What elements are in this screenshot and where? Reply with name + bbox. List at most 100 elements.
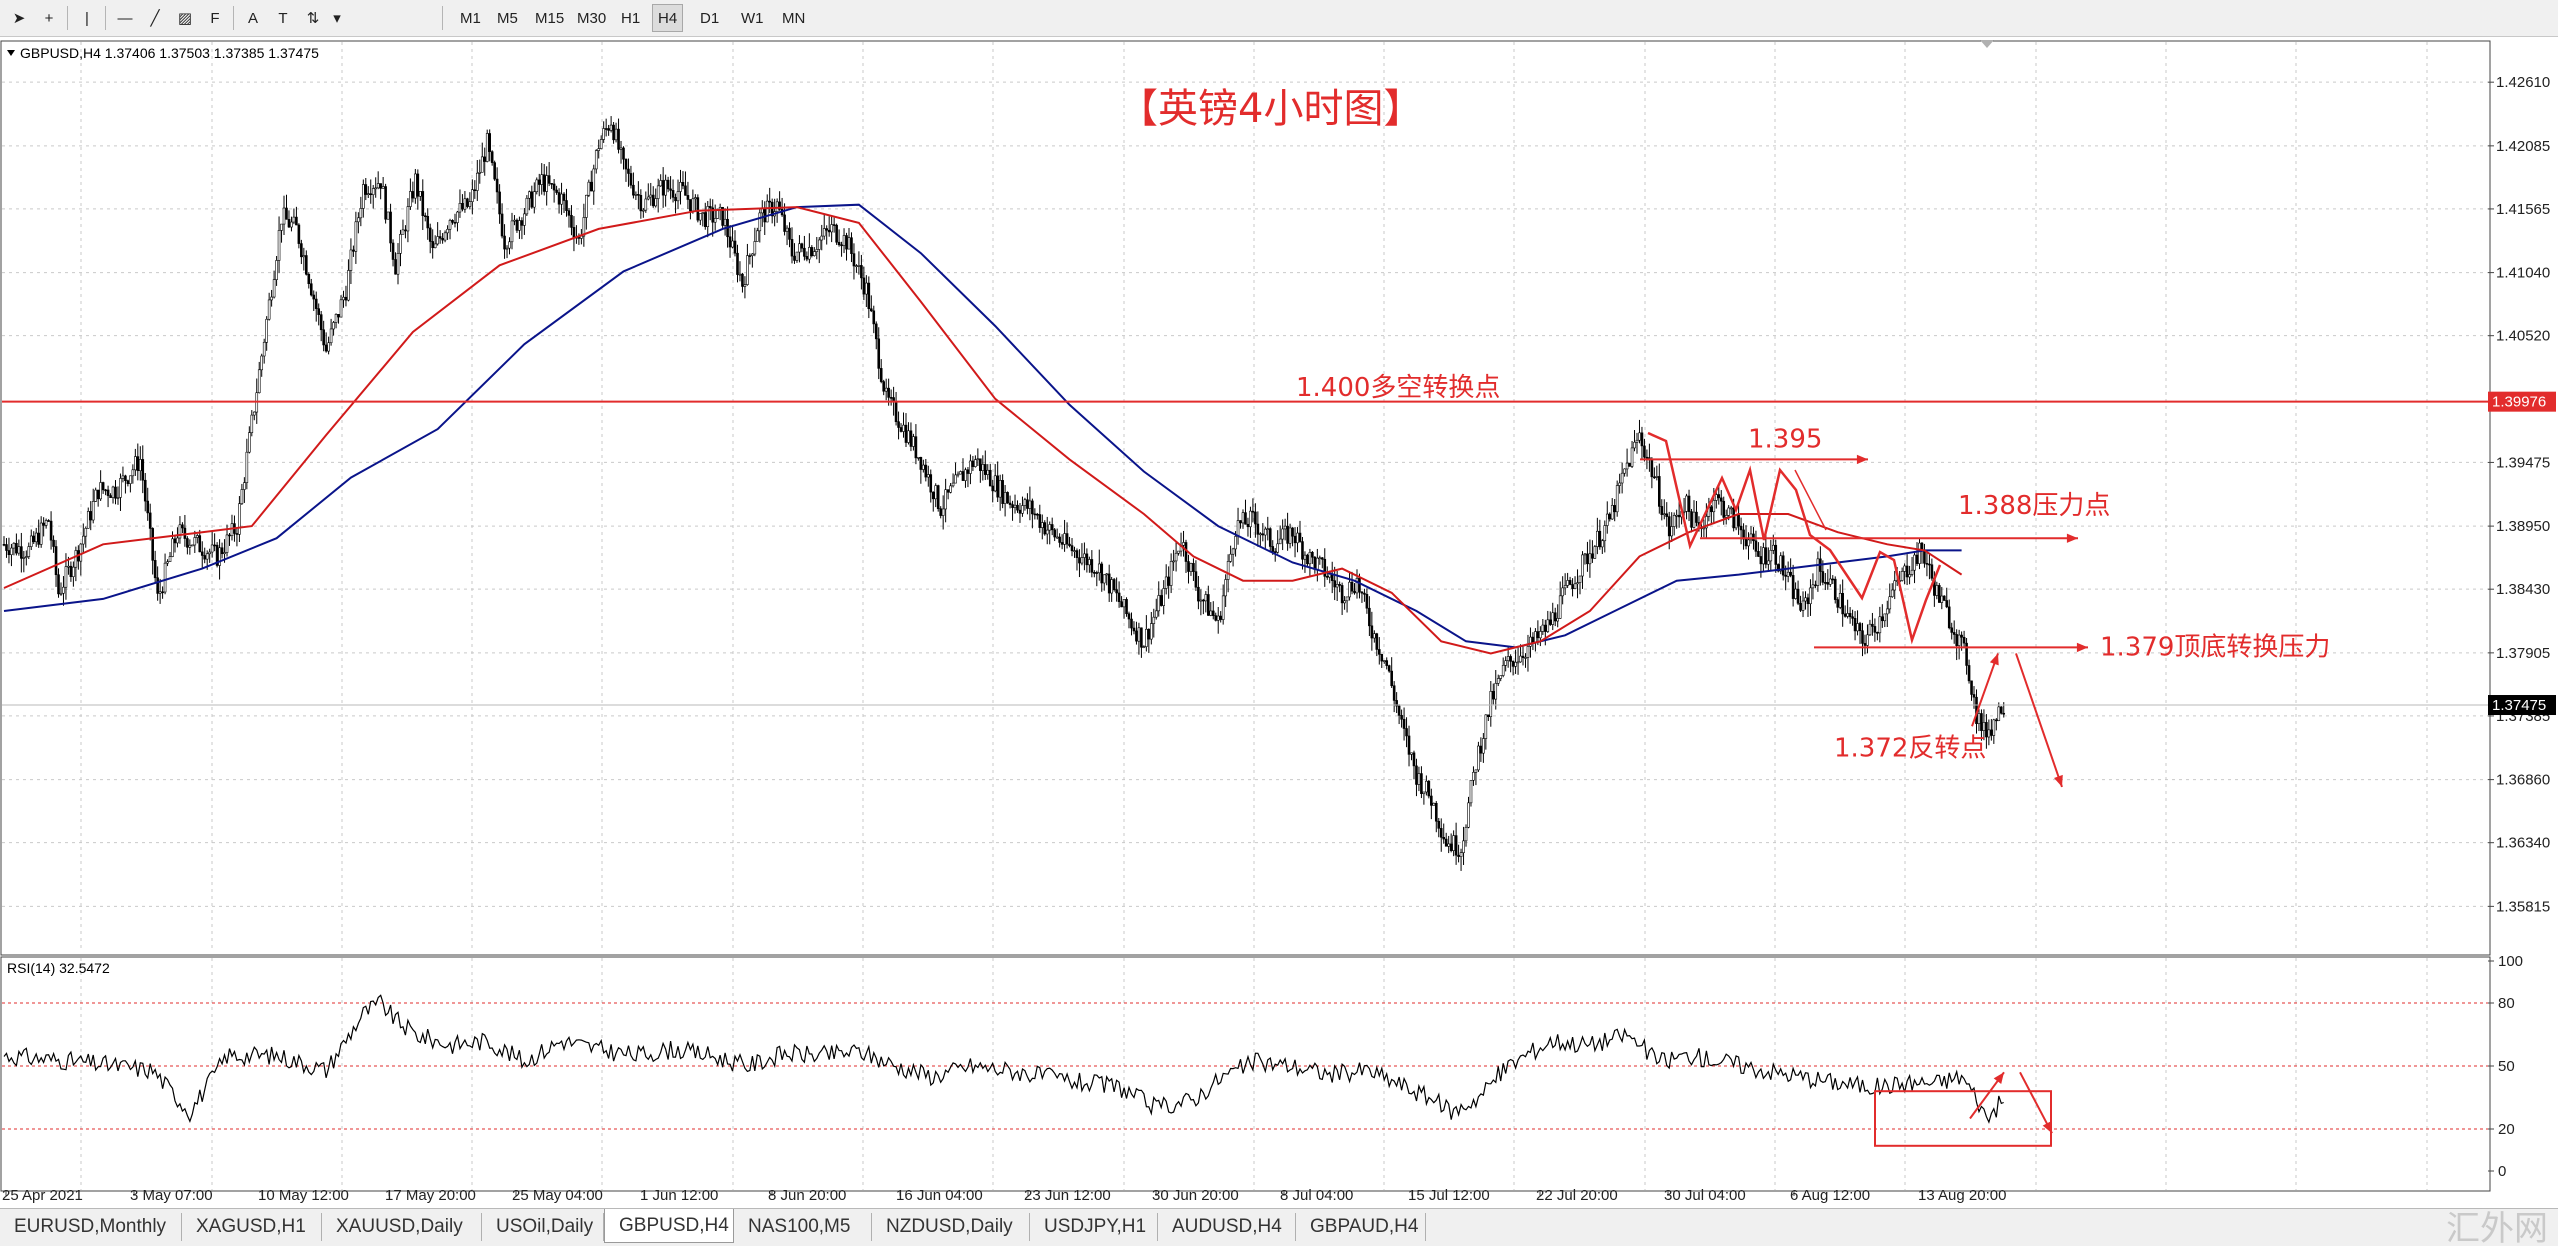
candle-body [1821, 571, 1825, 583]
candle-body [1207, 594, 1210, 616]
timeframe-d1-button[interactable]: D1 [700, 9, 720, 27]
candle-body [1717, 494, 1721, 499]
candle-body [1145, 628, 1148, 648]
candle-body [1482, 738, 1485, 754]
candle-body [1140, 627, 1143, 648]
tab-xagusd-h1[interactable]: XAGUSD,H1 [182, 1213, 322, 1241]
text-icon[interactable]: A [247, 9, 258, 27]
candle-body [1583, 553, 1587, 556]
tab-usoil-daily[interactable]: USOil,Daily [482, 1213, 604, 1241]
tab-nas100-m5[interactable]: NAS100,M5 [734, 1213, 872, 1241]
candle-body [1338, 584, 1341, 586]
candle-body [1350, 581, 1354, 592]
chart-header-title: GBPUSD,H4 1.37406 1.37503 1.37385 1.3747… [20, 45, 319, 61]
arrows-icon[interactable]: ⇅ [306, 10, 320, 27]
candle-body [857, 265, 861, 267]
candle-body [1112, 579, 1116, 591]
fibonacci-icon[interactable]: F [210, 9, 220, 27]
candle-body [1759, 556, 1763, 565]
timeframe-m15-button[interactable]: M15 [535, 9, 565, 27]
candle-body [1957, 634, 1961, 646]
candle-body [22, 557, 26, 559]
candle-body [1804, 597, 1807, 602]
tab-usdjpy-h1[interactable]: USDJPY,H1 [1030, 1213, 1158, 1241]
candle-body [966, 469, 970, 474]
tab-xauusd-daily[interactable]: XAUUSD,Daily [322, 1213, 482, 1241]
candle-body [753, 241, 757, 255]
timeframe-mn-button[interactable]: MN [782, 9, 806, 27]
candle-body [1930, 564, 1934, 579]
candle-body [567, 210, 571, 216]
candle-body [1420, 773, 1423, 794]
candle-body [468, 201, 472, 207]
tab-gbpusd-h4[interactable]: GBPUSD,H4 [604, 1209, 734, 1243]
tab-gbpaud-h4[interactable]: GBPAUD,H4 [1296, 1213, 1426, 1241]
candle-body [1254, 511, 1257, 525]
candle-body [327, 342, 330, 352]
candle-body [72, 566, 75, 577]
candle-body [1781, 555, 1785, 576]
candle-body [1685, 495, 1688, 512]
crosshair-icon[interactable]: + [44, 9, 54, 27]
x-tick-label: 23 Jun 12:00 [1024, 1187, 1111, 1204]
ma-fast-line [3, 206, 1963, 655]
trendline-icon[interactable]: ╱ [150, 10, 160, 27]
timeframe-m30-button[interactable]: M30 [577, 9, 607, 27]
toolbar: ➤ + | — ╱ ▨ F A T ⇅ ▾ M1 M5 M15 M30 H1 H4 D1 W1 MN [0, 0, 2558, 37]
candle-body [218, 547, 221, 566]
candle-body [1881, 616, 1884, 622]
label-icon[interactable]: T [278, 9, 288, 27]
horizontal-line-icon[interactable]: — [117, 9, 133, 27]
candle-body [193, 537, 197, 546]
tab-nzdusd-daily[interactable]: NZDUSD,Daily [872, 1213, 1030, 1241]
candle-body [1442, 837, 1446, 840]
candle-body [1432, 802, 1436, 806]
candle-body [42, 522, 45, 526]
candle-body [10, 547, 13, 556]
candle-body [419, 191, 422, 197]
candle-body [1544, 624, 1547, 632]
candle-body [1883, 613, 1887, 622]
candle-body [513, 219, 516, 222]
candle-body [1521, 655, 1525, 658]
candle-body [805, 256, 809, 260]
candle-body [684, 185, 687, 196]
tools-dropdown-chevron-icon[interactable]: ▾ [333, 10, 341, 27]
candle-body [1122, 599, 1126, 608]
timeframe-h4-button[interactable]: H4 [652, 4, 684, 32]
candle-body [1771, 544, 1775, 551]
candle-body [1439, 828, 1443, 838]
candle-body [894, 401, 898, 423]
timeframe-w1-button[interactable]: W1 [741, 9, 764, 27]
candle-body [1863, 643, 1867, 646]
candle-body [565, 200, 568, 211]
candle-body [1925, 563, 1929, 565]
vertical-line-icon[interactable]: | [85, 9, 89, 27]
candle-body [1519, 655, 1522, 663]
candle-body [1578, 575, 1582, 583]
candle-body [1472, 772, 1475, 781]
candle-body [1459, 852, 1463, 857]
tab-eurusd-monthly[interactable]: EURUSD,Monthly [0, 1213, 182, 1241]
candle-body [1343, 600, 1346, 604]
trend-segment [1794, 469, 1827, 531]
candle-body [879, 368, 883, 382]
candle-body [461, 203, 464, 210]
candle-body [1382, 660, 1386, 662]
timeframe-m5-button[interactable]: M5 [497, 9, 518, 27]
candle-body [1345, 596, 1349, 602]
timeframe-m1-button[interactable]: M1 [460, 9, 481, 27]
candle-body [1816, 558, 1820, 586]
candle-body [295, 216, 298, 226]
channel-icon[interactable]: ▨ [177, 10, 193, 27]
candle-body [153, 560, 157, 579]
candle-body [810, 247, 814, 256]
tab-audusd-h4[interactable]: AUDUSD,H4 [1158, 1213, 1296, 1241]
cursor-icon[interactable]: ➤ [12, 10, 26, 27]
candle-body [106, 489, 110, 496]
candle-body [1776, 564, 1780, 572]
candle-body [1159, 595, 1163, 606]
candle-body [1796, 588, 1800, 604]
timeframe-h1-button[interactable]: H1 [621, 9, 641, 27]
candle-body [897, 421, 900, 428]
